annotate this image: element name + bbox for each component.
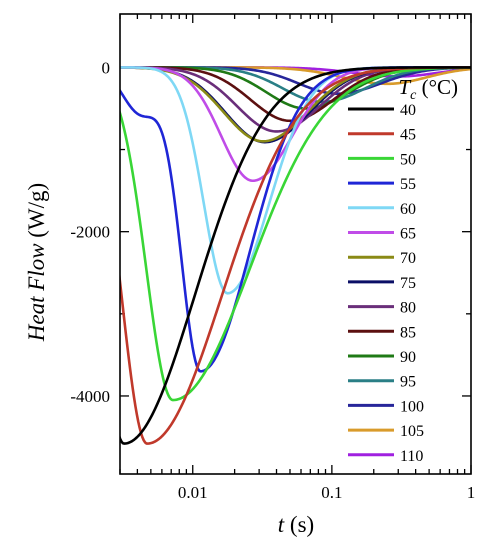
x-axis-title: t (s) bbox=[278, 512, 314, 537]
legend-label-85: 85 bbox=[400, 324, 416, 341]
x-axis-variable: t bbox=[278, 512, 285, 537]
legend-label-40: 40 bbox=[400, 102, 416, 119]
axis-ticks bbox=[119, 14, 472, 474]
y-axis-unit: (W/g) bbox=[24, 183, 49, 244]
series-line-40 bbox=[120, 66, 471, 445]
legend-label-50: 50 bbox=[400, 151, 416, 168]
legend-title-variable: T bbox=[398, 75, 411, 99]
x-tick-label: 1 bbox=[467, 483, 476, 502]
y-axis-title: Heat Flow (W/g) bbox=[24, 183, 49, 342]
y-tick-labels: 0 -2000 -4000 bbox=[70, 58, 110, 406]
legend-label-80: 80 bbox=[400, 300, 416, 317]
series-line-50 bbox=[120, 66, 471, 402]
series-layer bbox=[120, 66, 471, 445]
legend-label-70: 70 bbox=[400, 250, 416, 267]
legend-label-65: 65 bbox=[400, 226, 416, 243]
legend-label-75: 75 bbox=[400, 275, 416, 292]
legend-title-subscript: c bbox=[410, 88, 417, 103]
legend-label-55: 55 bbox=[400, 176, 416, 193]
legend-label-110: 110 bbox=[400, 448, 423, 465]
x-tick-label: 0.1 bbox=[321, 483, 342, 502]
y-tick-label: -4000 bbox=[70, 387, 110, 406]
x-tick-labels: 0.01 0.1 1 bbox=[178, 483, 475, 502]
legend-label-95: 95 bbox=[400, 374, 416, 391]
legend-label-60: 60 bbox=[400, 201, 416, 218]
x-tick-label: 0.01 bbox=[178, 483, 208, 502]
legend: 40 45 50 55 60 65 70 75 80 85 90 95 100 105 110 bbox=[348, 102, 424, 465]
legend-label-45: 45 bbox=[400, 127, 416, 144]
y-tick-label: -2000 bbox=[70, 223, 110, 242]
legend-title-unit: (°C) bbox=[416, 75, 458, 99]
legend-label-100: 100 bbox=[400, 398, 424, 415]
legend-label-90: 90 bbox=[400, 349, 416, 366]
legend-title: Tc (°C) bbox=[398, 75, 458, 103]
legend-label-105: 105 bbox=[400, 423, 424, 440]
y-tick-label: 0 bbox=[102, 58, 111, 77]
plot-frame bbox=[119, 13, 472, 475]
y-axis-variable: Heat Flow bbox=[24, 243, 49, 342]
x-axis-unit: (s) bbox=[284, 512, 314, 537]
